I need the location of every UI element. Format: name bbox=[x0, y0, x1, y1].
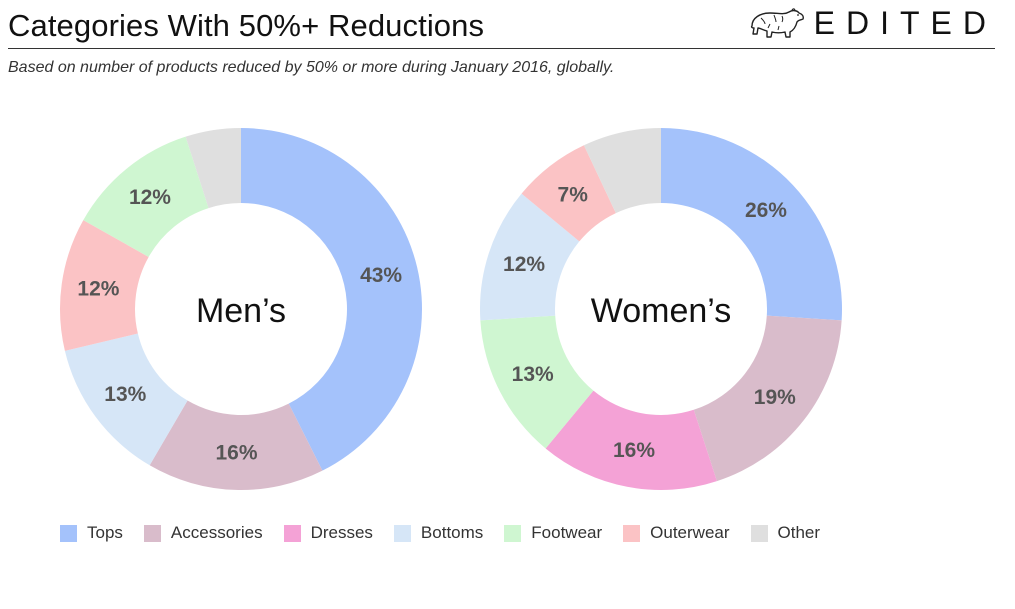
slice-label-tops: 26% bbox=[745, 199, 787, 222]
header-divider bbox=[8, 48, 995, 49]
legend-swatch bbox=[750, 524, 768, 542]
center-label-womens: Women’s bbox=[591, 292, 731, 330]
donut-womens: 26% 19% 16% 13% 12% 7% Women’s bbox=[479, 128, 842, 490]
slice-label-bottoms: 12% bbox=[503, 253, 545, 276]
slice-outerwear bbox=[521, 145, 616, 242]
legend-label: Other bbox=[777, 523, 821, 542]
brand-name: EDITED bbox=[813, 4, 997, 41]
slice-other bbox=[185, 128, 241, 209]
slice-accessories bbox=[693, 315, 842, 482]
chart-title: Categories With 50%+ Reductions bbox=[8, 8, 485, 43]
legend-item-accessories: Accessories bbox=[143, 523, 263, 543]
legend-swatch bbox=[143, 524, 161, 542]
legend-label: Accessories bbox=[170, 523, 263, 542]
legend-item-outerwear: Outerwear bbox=[623, 523, 730, 543]
slice-accessories bbox=[149, 400, 323, 490]
slice-tops bbox=[241, 128, 423, 471]
slice-outerwear bbox=[60, 220, 149, 351]
slice-other bbox=[583, 128, 661, 214]
legend-label: Tops bbox=[87, 523, 123, 542]
polar-bear-logo-icon bbox=[750, 8, 804, 38]
legend-item-footwear: Footwear bbox=[504, 523, 602, 543]
slice-tops bbox=[661, 128, 842, 321]
legend-label: Bottoms bbox=[420, 523, 484, 542]
legend-item-tops: Tops bbox=[60, 523, 123, 543]
legend-swatch bbox=[60, 524, 77, 542]
slice-label-outerwear: 7% bbox=[558, 184, 589, 207]
slice-label-dresses: 16% bbox=[613, 439, 655, 462]
slice-label-accessories: 16% bbox=[216, 441, 258, 464]
legend-swatch bbox=[393, 524, 411, 542]
slice-label-tops: 43% bbox=[360, 264, 402, 287]
legend-label: Dresses bbox=[310, 523, 373, 542]
legend-label: Outerwear bbox=[650, 523, 730, 542]
slice-label-accessories: 19% bbox=[754, 386, 796, 409]
chart-subtitle: Based on number of products reduced by 5… bbox=[8, 59, 615, 76]
slice-footwear bbox=[83, 136, 209, 257]
legend-item-other: Other bbox=[750, 523, 821, 543]
legend-swatch bbox=[623, 524, 641, 542]
legend-label: Footwear bbox=[531, 523, 603, 542]
chart-legend: Tops Accessories Dresses Bottoms Footwear Out… bbox=[60, 523, 841, 543]
slice-bottoms bbox=[64, 333, 188, 466]
slice-label-footwear: 12% bbox=[129, 186, 171, 209]
slice-label-bottoms: 13% bbox=[104, 383, 146, 406]
legend-item-bottoms: Bottoms bbox=[393, 523, 484, 543]
center-label-mens: Men’s bbox=[196, 292, 286, 330]
legend-swatch bbox=[504, 524, 522, 542]
slice-bottoms bbox=[479, 193, 580, 321]
legend-item-dresses: Dresses bbox=[283, 523, 373, 543]
donut-mens: 43% 16% 13% 12% 12% Men’s bbox=[60, 128, 423, 490]
slice-dresses bbox=[545, 390, 717, 490]
slice-label-outerwear: 12% bbox=[77, 277, 119, 300]
slice-label-footwear: 13% bbox=[512, 363, 554, 386]
legend-swatch bbox=[283, 524, 301, 542]
slice-footwear bbox=[480, 315, 594, 449]
brand: EDITED bbox=[748, 4, 997, 42]
